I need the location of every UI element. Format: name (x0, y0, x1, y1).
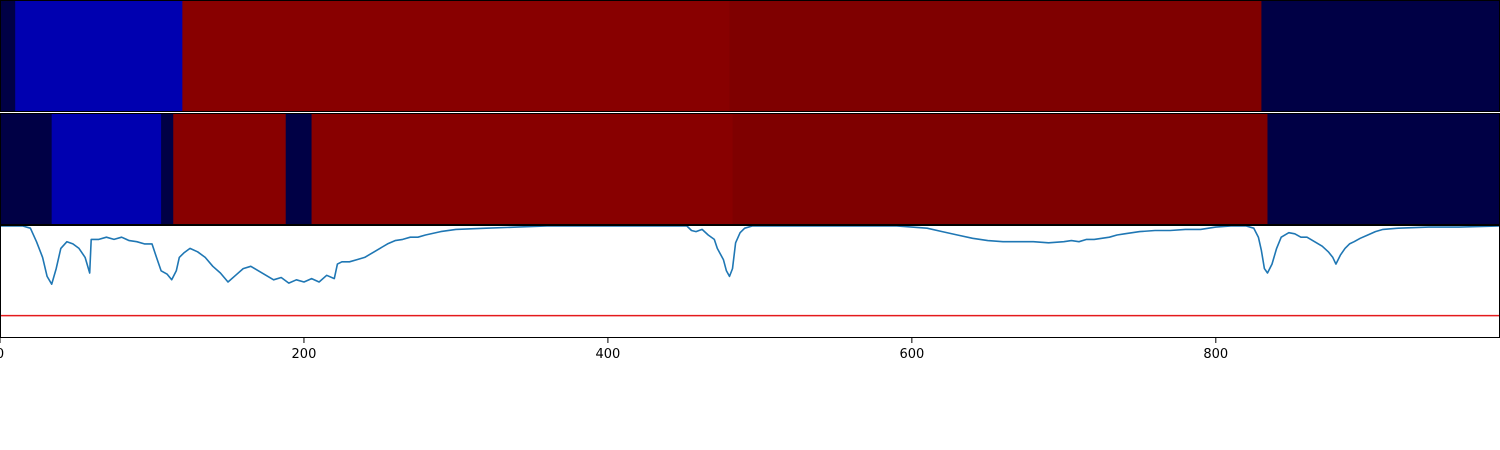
row-2-segment-6 (732, 114, 1269, 225)
row-2-segment-5 (311, 114, 734, 225)
x-tick-label: 800 (1203, 347, 1228, 362)
row-2-segment-2 (161, 114, 174, 225)
row-1-segment-1 (15, 1, 183, 112)
x-axis: 0 200 400 600 800 (0, 338, 1228, 362)
line-panel-background (0, 226, 1500, 338)
row-2-segment-3 (173, 114, 287, 225)
series-line (0, 225, 1500, 286)
x-tick-label: 400 (595, 347, 620, 362)
row-1-segment-3 (729, 1, 1262, 112)
heatmap-row-1 (0, 1, 1500, 112)
line-panel (0, 225, 1500, 338)
row-1-segment-4 (1261, 1, 1500, 112)
heatmap-row-2 (0, 114, 1500, 225)
row-2-segment-1 (51, 114, 162, 225)
row-1-segment-0 (0, 1, 16, 112)
row-2-segment-0 (0, 114, 53, 225)
row-1-segment-2 (182, 1, 731, 112)
row-2-segment-4 (285, 114, 313, 225)
x-tick-label: 200 (292, 347, 317, 362)
x-tick-label: 600 (899, 347, 924, 362)
x-tick-label: 0 (0, 347, 4, 362)
row-2-segment-7 (1267, 114, 1500, 225)
